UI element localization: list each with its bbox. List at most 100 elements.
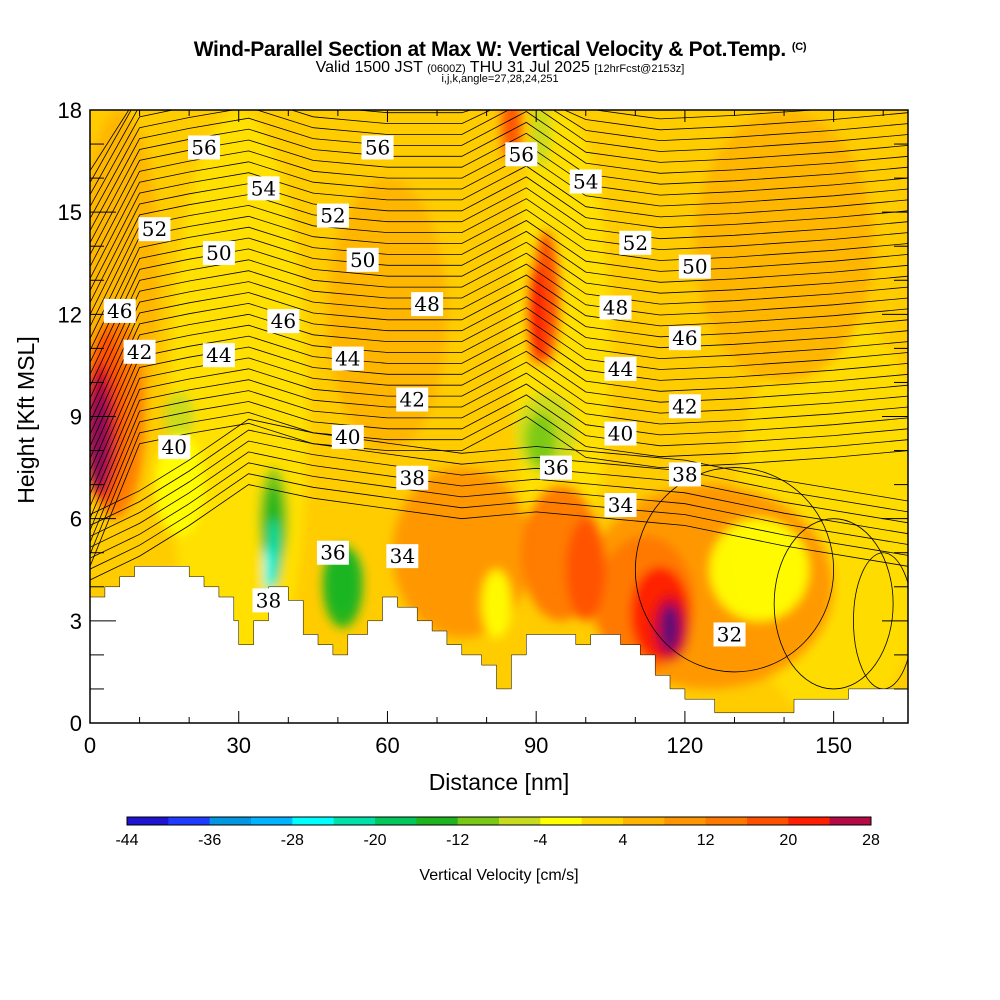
theta-contour xyxy=(773,518,894,690)
valid-date: THU 31 Jul 2025 xyxy=(469,59,590,76)
colorbar-swatch xyxy=(333,817,376,825)
svg-text:48: 48 xyxy=(603,296,628,320)
theta-contour xyxy=(90,429,908,526)
theta-contour xyxy=(90,165,908,291)
theta-contour xyxy=(90,416,908,567)
y-tick-label: 18 xyxy=(58,98,82,123)
theta-contour xyxy=(90,318,908,459)
svg-text:50: 50 xyxy=(350,248,375,272)
x-tick-label: 60 xyxy=(375,733,399,758)
svg-text:52: 52 xyxy=(623,231,648,255)
theta-contour xyxy=(90,484,908,581)
svg-text:54: 54 xyxy=(251,176,276,200)
colorbar-swatch xyxy=(292,817,335,825)
theta-contour xyxy=(90,230,908,363)
theta-contour xyxy=(90,462,908,559)
colorbar-tick-label: -36 xyxy=(198,832,221,849)
theta-contour xyxy=(90,405,908,555)
y-tick-label: 0 xyxy=(70,711,82,736)
colorbar-tick-label: 12 xyxy=(697,832,715,849)
chart-title: Wind-Parallel Section at Max W: Vertical… xyxy=(0,38,1000,62)
y-axis-title: Height [Kft MSL] xyxy=(13,336,39,503)
contour-label: 52 xyxy=(316,203,349,228)
colorbar-swatch xyxy=(664,817,707,825)
contour-label: 32 xyxy=(713,622,746,647)
terrain-mask xyxy=(90,566,908,723)
svg-text:50: 50 xyxy=(682,255,707,279)
contour-label: 34 xyxy=(386,544,419,569)
theta-contour xyxy=(90,176,908,303)
theta-contour xyxy=(90,110,908,219)
colorbar-swatch xyxy=(416,817,459,825)
theta-contour xyxy=(90,296,908,435)
contour-label: 46 xyxy=(668,326,701,351)
contour-label: 36 xyxy=(316,540,349,565)
contour-label: 56 xyxy=(505,142,538,167)
colorbar-tick-label: -44 xyxy=(115,832,138,849)
colorbar-swatch xyxy=(457,817,500,825)
svg-text:42: 42 xyxy=(672,394,697,418)
svg-text:34: 34 xyxy=(390,544,415,568)
svg-text:46: 46 xyxy=(107,299,132,323)
contour-label: 42 xyxy=(396,387,429,412)
x-tick-label: 150 xyxy=(815,733,852,758)
contour-label: 44 xyxy=(604,356,637,381)
svg-text:56: 56 xyxy=(191,135,216,159)
y-tick-label: 3 xyxy=(70,609,82,634)
svg-text:48: 48 xyxy=(414,292,439,316)
theta-contour xyxy=(90,209,908,339)
theta-contour xyxy=(90,111,908,231)
x-tick-label: 0 xyxy=(84,733,96,758)
svg-text:46: 46 xyxy=(271,309,296,333)
colorbar: -44 -36 -28 -20 -12 -4 4 12 20 28 xyxy=(115,816,880,849)
svg-text:40: 40 xyxy=(608,422,633,446)
theta-contour xyxy=(90,307,908,447)
colorbar-tick-label: 20 xyxy=(779,832,797,849)
svg-text:32: 32 xyxy=(717,622,742,646)
y-tick-label: 12 xyxy=(58,302,82,327)
colorbar-swatch xyxy=(581,817,624,825)
colorbar-title: Vertical Velocity [cm/s] xyxy=(419,867,578,884)
colorbar-tick-label: 4 xyxy=(619,832,628,849)
colorbar-swatch xyxy=(705,817,748,825)
svg-text:54: 54 xyxy=(573,170,598,194)
x-tick-label: 120 xyxy=(667,733,704,758)
svg-text:40: 40 xyxy=(162,435,187,459)
colorbar-swatch xyxy=(209,817,252,825)
theta-contour xyxy=(90,187,908,315)
copyright-mark: (C) xyxy=(791,41,807,53)
colorbar-swatch xyxy=(540,817,583,825)
contour-label: 44 xyxy=(202,343,235,368)
theta-contour xyxy=(90,241,908,375)
contour-label: 40 xyxy=(158,435,191,460)
contour-label: 38 xyxy=(668,462,701,487)
svg-text:40: 40 xyxy=(335,425,360,449)
forecast-info: [12hrFcst@2153z] xyxy=(594,63,685,75)
chart-title-block: Wind-Parallel Section at Max W: Vertical… xyxy=(0,38,1000,85)
contour-label: 48 xyxy=(411,292,444,317)
theta-contour xyxy=(90,110,908,195)
colorbar-swatch xyxy=(747,817,789,825)
theta-contour xyxy=(90,473,908,570)
contour-label: 44 xyxy=(331,346,364,371)
colorbar-swatch xyxy=(127,817,169,825)
contour-label: 40 xyxy=(331,424,364,449)
colorbar-tick-label: 28 xyxy=(862,832,880,849)
svg-text:50: 50 xyxy=(206,241,231,265)
theta-contour xyxy=(90,394,908,543)
y-tick-label: 9 xyxy=(70,405,82,430)
svg-text:44: 44 xyxy=(608,357,633,381)
svg-text:56: 56 xyxy=(365,135,390,159)
plot-area xyxy=(90,110,908,723)
contour-label: 46 xyxy=(267,309,300,334)
theta-contour xyxy=(90,418,908,515)
theta-contour xyxy=(90,274,908,411)
theta-contour xyxy=(90,329,908,471)
chart-subtitle: Valid 1500 JST (0600Z) THU 31 Jul 2025 [… xyxy=(0,59,1000,77)
theta-contour xyxy=(90,339,908,483)
contour-label: 40 xyxy=(604,421,637,446)
colorbar-tick-label: -4 xyxy=(533,832,547,849)
svg-text:52: 52 xyxy=(142,217,167,241)
colorbar-swatch xyxy=(375,817,417,825)
